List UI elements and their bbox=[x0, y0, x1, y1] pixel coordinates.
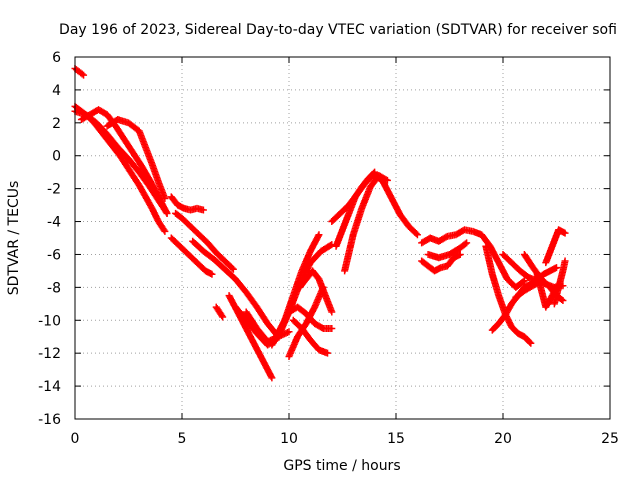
data-point bbox=[218, 312, 226, 320]
data-point bbox=[326, 241, 334, 249]
x-tick-label: 20 bbox=[494, 431, 512, 447]
series-arc-15 bbox=[285, 283, 327, 360]
data-point bbox=[442, 233, 450, 241]
y-axis-label: SDTVAR / TECUs bbox=[6, 181, 22, 296]
series-arc-1 bbox=[71, 65, 88, 79]
data-points bbox=[71, 65, 569, 382]
data-point bbox=[412, 230, 420, 238]
data-point bbox=[538, 277, 546, 285]
y-tick-label: 4 bbox=[52, 83, 61, 99]
data-point bbox=[285, 328, 293, 336]
series-arc-21 bbox=[418, 226, 528, 291]
series-arc-7 bbox=[172, 209, 237, 273]
data-point bbox=[519, 278, 527, 286]
series-arc-10 bbox=[212, 303, 227, 321]
y-tick-label: -10 bbox=[38, 313, 61, 329]
data-point bbox=[160, 226, 168, 234]
data-point bbox=[163, 209, 171, 217]
data-point bbox=[561, 229, 569, 237]
series-arc-4 bbox=[77, 106, 171, 217]
grid-lines bbox=[75, 57, 610, 419]
chart-title: Day 196 of 2023, Sidereal Day-to-day VTE… bbox=[59, 22, 617, 38]
series-arc-5 bbox=[103, 116, 169, 203]
series-arc-9 bbox=[189, 237, 293, 341]
series-arc-8 bbox=[167, 234, 216, 278]
data-point bbox=[219, 313, 227, 321]
plot-frame bbox=[74, 56, 611, 420]
y-tick-label: -8 bbox=[47, 280, 61, 296]
data-point bbox=[553, 264, 560, 272]
data-point bbox=[520, 277, 528, 285]
data-point bbox=[382, 176, 390, 184]
series-arc-16 bbox=[289, 316, 332, 357]
data-point bbox=[554, 282, 562, 290]
data-point bbox=[558, 296, 566, 304]
data-point bbox=[370, 169, 378, 177]
data-point bbox=[318, 324, 326, 332]
y-tick-label: -12 bbox=[38, 346, 61, 362]
data-point bbox=[328, 308, 336, 316]
data-point bbox=[371, 168, 379, 176]
series-arc-19 bbox=[341, 171, 391, 275]
y-tick-label: 6 bbox=[52, 50, 61, 66]
y-tick-label: -6 bbox=[47, 247, 61, 263]
series-arc-6 bbox=[167, 193, 207, 214]
series-arc-23 bbox=[424, 239, 471, 262]
data-point bbox=[228, 264, 236, 272]
y-tick-label: -14 bbox=[38, 379, 61, 395]
data-point bbox=[527, 339, 535, 347]
data-point bbox=[315, 231, 323, 239]
data-point bbox=[555, 280, 563, 288]
data-point bbox=[561, 257, 569, 265]
y-tick-label: 0 bbox=[52, 149, 61, 165]
data-point bbox=[199, 206, 207, 214]
data-point bbox=[268, 374, 276, 382]
series-arc-28 bbox=[542, 226, 569, 267]
data-point bbox=[208, 270, 216, 278]
y-tick-label: 2 bbox=[52, 116, 61, 132]
series-arc-3 bbox=[71, 107, 171, 217]
x-tick-label: 15 bbox=[387, 431, 405, 447]
series-arc-22 bbox=[418, 250, 464, 275]
series-arc-20 bbox=[332, 168, 379, 250]
data-point bbox=[328, 325, 336, 332]
x-tick-label: 5 bbox=[178, 431, 187, 447]
data-point bbox=[413, 231, 421, 239]
x-axis-tick-labels: 0 5 10 15 20 25 bbox=[71, 431, 619, 447]
data-point bbox=[456, 250, 464, 258]
data-point bbox=[559, 297, 567, 305]
data-point bbox=[161, 195, 169, 203]
data-point bbox=[383, 176, 391, 184]
data-point bbox=[161, 227, 169, 235]
data-point bbox=[526, 338, 534, 346]
data-point bbox=[80, 71, 88, 79]
y-tick-label: -4 bbox=[47, 215, 61, 231]
data-point bbox=[78, 70, 86, 78]
y-tick-label: -2 bbox=[47, 182, 61, 198]
data-point bbox=[229, 265, 237, 273]
data-point bbox=[324, 349, 332, 357]
series-arc-31 bbox=[512, 277, 546, 301]
y-axis-tick-labels: 6 4 2 0 -2 -4 -6 -8 -10 -12 -14 -16 bbox=[38, 50, 61, 428]
series-arc-11 bbox=[225, 292, 276, 382]
series-arc-17 bbox=[296, 267, 336, 316]
x-tick-label: 0 bbox=[71, 431, 80, 447]
x-tick-label: 25 bbox=[601, 431, 619, 447]
x-tick-label: 10 bbox=[280, 431, 298, 447]
y-tick-label: -16 bbox=[38, 412, 61, 428]
data-point bbox=[461, 240, 469, 248]
x-axis-label: GPS time / hours bbox=[283, 458, 400, 474]
data-point bbox=[536, 278, 544, 286]
data-point bbox=[463, 239, 471, 247]
